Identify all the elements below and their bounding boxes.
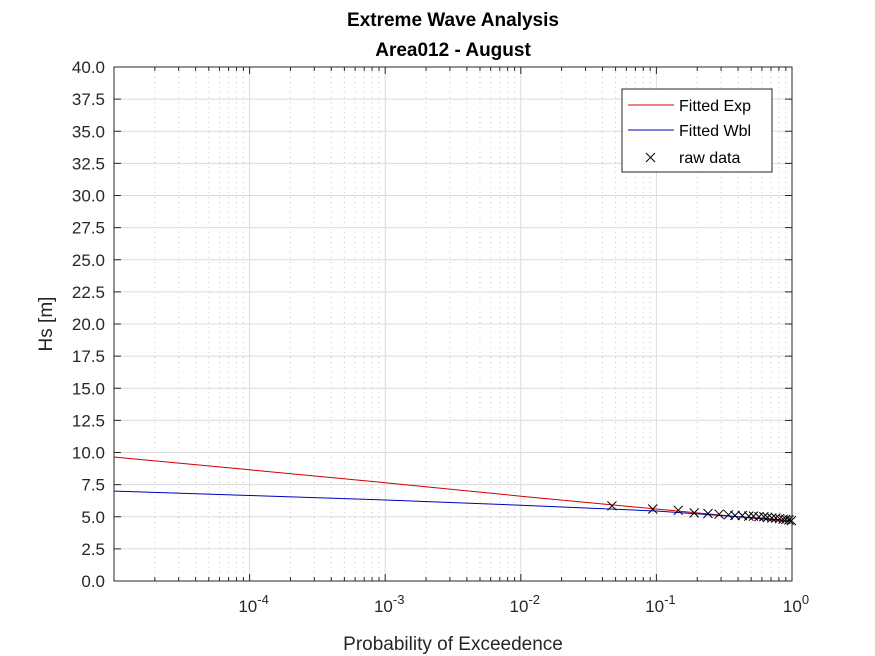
marker-stroke bbox=[743, 511, 754, 521]
legend-label-exp: Fitted Exp bbox=[679, 98, 751, 115]
marker-stroke bbox=[748, 511, 759, 521]
raw-data-point bbox=[754, 511, 764, 522]
y-tick-label: 27.5 bbox=[72, 219, 105, 238]
marker-stroke bbox=[647, 504, 658, 514]
x-tick-label: 100 bbox=[783, 592, 809, 616]
raw-data-point bbox=[786, 515, 797, 526]
raw-data-point bbox=[673, 505, 684, 516]
raw-data-point bbox=[703, 508, 713, 519]
raw-data-point bbox=[766, 513, 777, 523]
marker-stroke bbox=[786, 515, 797, 526]
y-tick-label: 32.5 bbox=[72, 154, 105, 173]
y-tick-label: 15.0 bbox=[72, 379, 105, 398]
y-tick-label: 25.0 bbox=[72, 251, 105, 270]
y-tick-label: 10.0 bbox=[72, 444, 105, 463]
y-tick-label: 2.5 bbox=[81, 540, 105, 559]
y-tick-label: 40.0 bbox=[72, 58, 105, 77]
series-layer bbox=[113, 456, 797, 526]
y-tick-label: 30.0 bbox=[72, 187, 105, 206]
raw-data-point bbox=[762, 512, 773, 523]
marker-stroke bbox=[689, 508, 700, 518]
tick-labels: 10-4 10-3 10-2 10-1 100 0.0 2.5 5.0 7.5 10.0 12.5 1… bbox=[72, 58, 809, 616]
y-tick-label: 5.0 bbox=[81, 508, 105, 527]
y-tick-label: 7.5 bbox=[81, 476, 105, 495]
y-tick-label: 17.5 bbox=[72, 347, 105, 366]
y-tick-label: 37.5 bbox=[72, 90, 105, 109]
legend-label-wbl: Fitted Wbl bbox=[679, 123, 751, 140]
series-line-fitted-wbl bbox=[113, 490, 793, 522]
x-tick-label: 10-4 bbox=[238, 592, 268, 616]
legend-marker-raw bbox=[645, 152, 656, 163]
legend-label-raw: raw data bbox=[679, 150, 740, 167]
raw-data-point bbox=[743, 511, 754, 521]
ticks bbox=[114, 66, 793, 582]
raw-data-point bbox=[607, 500, 617, 511]
raw-data-point bbox=[647, 504, 658, 514]
marker-stroke bbox=[762, 512, 773, 523]
raw-data-point bbox=[689, 508, 700, 518]
raw-data-point bbox=[714, 509, 724, 520]
x-tick-label: 10-3 bbox=[374, 592, 404, 616]
marker-stroke bbox=[758, 511, 769, 522]
marker-stroke bbox=[754, 511, 764, 522]
y-tick-label: 0.0 bbox=[81, 572, 105, 591]
legend: Fitted Exp Fitted Wbl raw data bbox=[621, 88, 773, 173]
marker-stroke bbox=[607, 500, 617, 511]
y-tick-label: 12.5 bbox=[72, 411, 105, 430]
chart-title: Extreme Wave Analysis bbox=[347, 10, 559, 31]
chart-subtitle: Area012 - August bbox=[375, 40, 531, 61]
x-axis-label: Probability of Exceedence bbox=[343, 634, 563, 655]
raw-data-point bbox=[758, 511, 769, 522]
marker-stroke bbox=[703, 508, 713, 519]
y-tick-label: 22.5 bbox=[72, 283, 105, 302]
marker-stroke bbox=[730, 510, 740, 521]
x-tick-label: 10-1 bbox=[645, 592, 675, 616]
marker-stroke bbox=[714, 509, 724, 520]
marker-stroke bbox=[673, 505, 684, 516]
y-tick-label: 35.0 bbox=[72, 122, 105, 141]
x-tick-label: 10-2 bbox=[510, 592, 540, 616]
y-tick-label: 20.0 bbox=[72, 315, 105, 334]
marker-stroke bbox=[766, 513, 777, 523]
raw-data-point bbox=[730, 510, 740, 521]
y-axis-label: Hs [m] bbox=[36, 297, 57, 352]
